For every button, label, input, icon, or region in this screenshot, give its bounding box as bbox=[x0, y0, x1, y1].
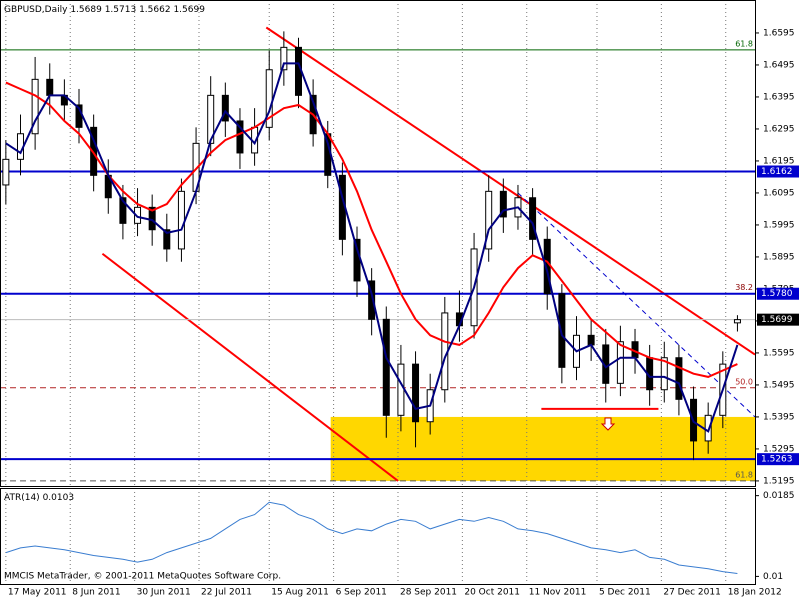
candle-body bbox=[119, 197, 127, 224]
ohlc-open: 1.5689 bbox=[70, 5, 102, 15]
candle-body bbox=[397, 363, 405, 416]
atr-name: ATR(14) bbox=[4, 493, 40, 503]
fib-label: 38.2 bbox=[735, 283, 753, 292]
x-tick-label: 8 Jun 2011 bbox=[72, 588, 120, 598]
x-tick-label: 20 Oct 2011 bbox=[464, 588, 520, 598]
arrow-down bbox=[600, 417, 616, 431]
ohlc-low: 1.5662 bbox=[139, 5, 171, 15]
watermark: MMCIS MetaTrader, © 2001-2011 MetaQuotes… bbox=[4, 572, 281, 582]
candle-body bbox=[177, 190, 185, 250]
candle-body bbox=[660, 357, 668, 391]
fib-label: 61.8 bbox=[735, 470, 753, 479]
candle-body bbox=[587, 334, 595, 346]
y-tick-label: 1.5395 bbox=[763, 412, 795, 422]
main-panel-frame bbox=[0, 0, 756, 487]
candle-body bbox=[31, 78, 39, 135]
candle-body bbox=[558, 293, 566, 368]
candle-body bbox=[675, 357, 683, 400]
price-label: 1.5780 bbox=[761, 289, 793, 299]
candle-body bbox=[733, 319, 741, 324]
trendline bbox=[517, 192, 756, 418]
y-tick-label: 1.5595 bbox=[763, 348, 795, 358]
candle-body bbox=[280, 46, 288, 71]
atr-panel-frame bbox=[0, 488, 756, 585]
chart-title: GBPUSD,Daily 1.5689 1.5713 1.5662 1.5699 bbox=[4, 5, 205, 15]
trendline bbox=[101, 252, 399, 482]
x-tick-label: 27 Dec 2011 bbox=[663, 588, 721, 598]
y-tick-label: 1.6295 bbox=[763, 124, 795, 134]
y-tick-label: 1.6395 bbox=[763, 92, 795, 102]
moving-average bbox=[5, 62, 739, 433]
symbol: GBPUSD,Daily bbox=[4, 5, 68, 15]
price-label-box bbox=[757, 287, 799, 300]
atr-line bbox=[5, 501, 738, 574]
price-label: 1.6162 bbox=[761, 167, 793, 177]
y-tick-label: 1.5495 bbox=[763, 380, 795, 390]
y-tick-label: 1.6195 bbox=[763, 156, 795, 166]
x-tick-label: 18 Jan 2012 bbox=[728, 588, 782, 598]
x-tick-label: 30 Jun 2011 bbox=[137, 588, 191, 598]
candle-body bbox=[412, 363, 420, 423]
candle-body bbox=[704, 414, 712, 442]
atr-value: 0.0103 bbox=[43, 493, 75, 503]
candle-body bbox=[485, 190, 493, 250]
price-label-box bbox=[757, 313, 799, 326]
candle-body bbox=[2, 158, 10, 186]
y-tick-label: 1.5995 bbox=[763, 220, 795, 230]
y-tick-label: 1.6495 bbox=[763, 60, 795, 70]
ohlc-close: 1.5699 bbox=[173, 5, 205, 15]
x-tick-label: 17 May 2011 bbox=[8, 588, 67, 598]
fib-label: 61.8 bbox=[735, 39, 753, 48]
moving-average bbox=[5, 81, 738, 378]
price-label: 1.5699 bbox=[761, 315, 793, 325]
candle-body bbox=[46, 78, 54, 96]
price-label-box bbox=[757, 165, 799, 178]
candle-body bbox=[616, 341, 624, 384]
ohlc-high: 1.5713 bbox=[105, 5, 137, 15]
y-tick-label: 1.5295 bbox=[763, 444, 795, 454]
x-tick-label: 22 Jul 2011 bbox=[201, 588, 252, 598]
y-tick-label: 1.5895 bbox=[763, 252, 795, 262]
candle-body bbox=[134, 206, 142, 224]
y-tick-label: 1.6595 bbox=[763, 28, 795, 38]
y-tick-label: 1.5195 bbox=[763, 476, 795, 486]
x-tick-label: 6 Sep 2011 bbox=[336, 588, 387, 598]
y-tick-label: 0.01 bbox=[763, 572, 783, 582]
candle-body bbox=[368, 280, 376, 320]
y-tick-label: 1.6095 bbox=[763, 188, 795, 198]
candle-body bbox=[221, 94, 229, 122]
price-label-box bbox=[757, 453, 799, 466]
candle-body bbox=[236, 120, 244, 154]
x-tick-label: 5 Dec 2011 bbox=[599, 588, 651, 598]
candle-body bbox=[499, 190, 507, 218]
candle-body bbox=[382, 318, 390, 416]
x-tick-label: 15 Aug 2011 bbox=[271, 588, 329, 598]
fib-label: 50.0 bbox=[735, 377, 753, 386]
candle-body bbox=[163, 229, 171, 250]
x-tick-label: 28 Sep 2011 bbox=[400, 588, 457, 598]
x-tick-label: 11 Nov 2011 bbox=[529, 588, 587, 598]
y-tick-label: 0.0185 bbox=[763, 491, 795, 501]
atr-title: ATR(14) 0.0103 bbox=[4, 493, 74, 503]
price-label: 1.5263 bbox=[761, 455, 793, 465]
trendline bbox=[265, 26, 756, 356]
